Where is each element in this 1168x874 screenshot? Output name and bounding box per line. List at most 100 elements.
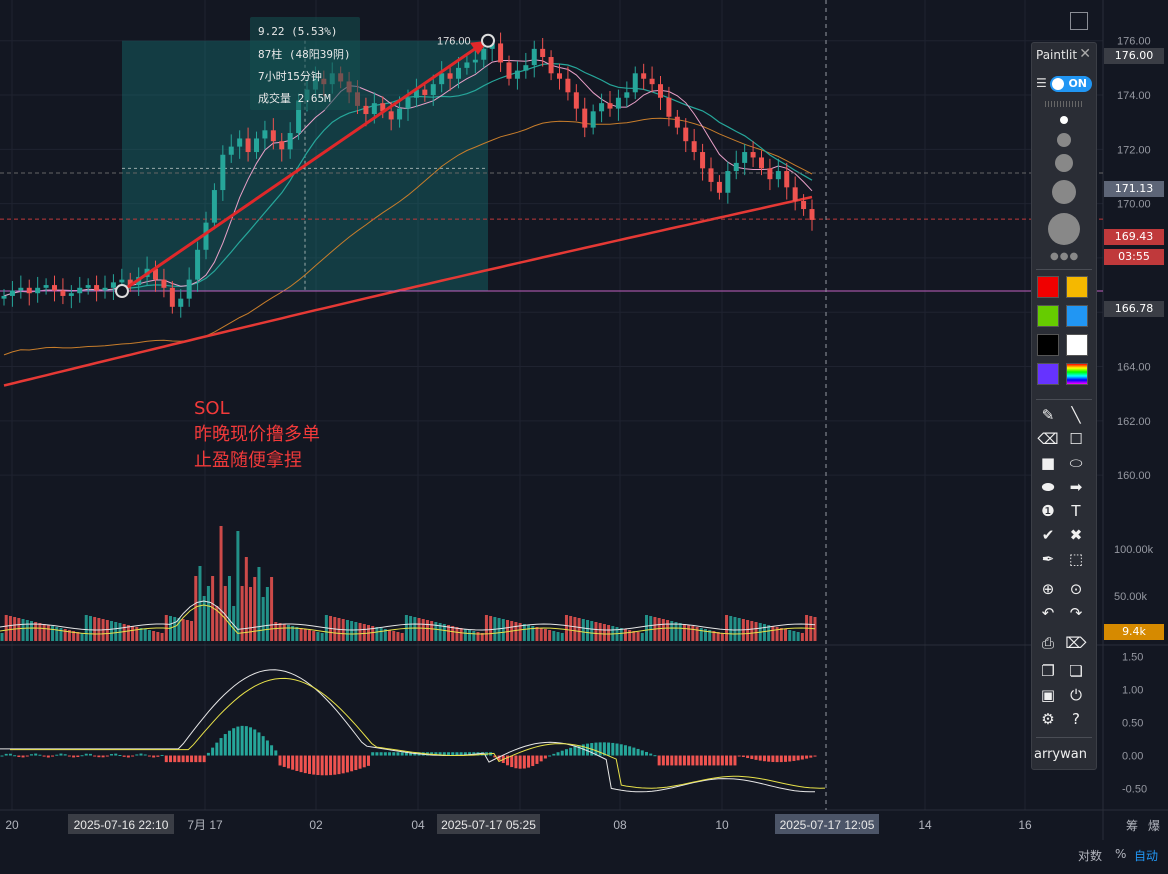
rectangle-outline-icon[interactable]: ☐: [1069, 430, 1083, 448]
brush-size-3-icon[interactable]: [1055, 154, 1073, 172]
volume-bar: [63, 629, 67, 641]
clear-icon[interactable]: ⌦: [1065, 634, 1087, 652]
volume-bar: [712, 631, 716, 641]
brush-size-1-icon[interactable]: [1060, 116, 1068, 124]
macd-bar: [691, 755, 695, 766]
save-icon[interactable]: ▣: [1040, 686, 1056, 704]
color-swatch-5[interactable]: [1066, 334, 1088, 356]
candle-body: [573, 92, 579, 109]
macd-bar: [55, 754, 59, 756]
ellipse-fill-icon[interactable]: ⬬: [1041, 478, 1055, 496]
cross-icon[interactable]: ✖: [1069, 526, 1083, 544]
macd-bar: [729, 755, 733, 766]
candle-body: [784, 171, 790, 188]
candle-body: [413, 89, 419, 98]
macd-bar: [4, 753, 8, 756]
selection-icon[interactable]: ⬚: [1068, 550, 1084, 568]
more-sizes-icon[interactable]: ●●●: [1050, 251, 1080, 262]
candle-body: [102, 287, 108, 291]
macd-bar: [636, 748, 640, 756]
volume-bar: [792, 631, 796, 641]
macd-bar: [219, 738, 223, 756]
macd-bar: [708, 755, 712, 766]
eraser-icon[interactable]: ⌫: [1037, 430, 1059, 448]
help-icon[interactable]: ?: [1072, 710, 1080, 728]
color-swatch-7[interactable]: [1066, 363, 1088, 385]
candle-body: [447, 73, 453, 79]
fullscreen-icon[interactable]: [1070, 12, 1088, 30]
measure-bars: 87柱 (48阳39阴): [258, 48, 351, 61]
zoom-in-icon[interactable]: ⊕: [1041, 580, 1055, 598]
color-swatch-3[interactable]: [1066, 305, 1088, 327]
candle-body: [363, 105, 369, 115]
macd-bar: [712, 755, 716, 766]
time-tick-label: 16: [1018, 818, 1032, 832]
volume-bar: [695, 627, 699, 641]
ellipse-outline-icon[interactable]: ⬭: [1069, 454, 1083, 472]
color-swatch-6[interactable]: [1037, 363, 1059, 385]
volume-bar: [632, 631, 636, 641]
volume-bar: [455, 627, 459, 641]
paintlit-panel[interactable]: Paintlit ✕ ☰ ON ●●● ✎ ╲ ⌫ ☐ ■ ⬭ ⬬ ➡ ❶ T ✔ ✖ ✒ ⬚ ⊕ ⊙ ↶ ↷ ⎙ ⌦…: [1031, 42, 1097, 770]
volume-bar: [666, 620, 670, 641]
log-scale-button[interactable]: 对数: [1078, 849, 1103, 863]
settings-icon[interactable]: ⚙: [1041, 710, 1055, 728]
auto-scale-button[interactable]: 自动: [1134, 849, 1159, 863]
volume-bar: [59, 628, 63, 641]
volume-bar: [716, 632, 720, 641]
macd-bar: [59, 753, 63, 756]
pencil-icon[interactable]: ✎: [1041, 406, 1055, 424]
menu-icon[interactable]: ☰: [1036, 76, 1047, 90]
brush-size-slider[interactable]: [1045, 101, 1083, 107]
color-swatch-0[interactable]: [1037, 276, 1059, 298]
candle-body: [565, 78, 571, 93]
color-swatch-2[interactable]: [1037, 305, 1059, 327]
line-icon[interactable]: ╲: [1071, 406, 1081, 424]
undo-icon[interactable]: ↶: [1041, 604, 1055, 622]
text-icon[interactable]: T: [1071, 502, 1081, 520]
candle-body: [52, 285, 57, 291]
volume-bar: [114, 622, 118, 641]
macd-bar: [358, 755, 362, 769]
volume-bar: [362, 624, 366, 641]
time-highlight-label: 2025-07-17 05:25: [441, 818, 536, 832]
brush-size-4-icon[interactable]: [1052, 180, 1076, 204]
countdown-badge: 03:55: [1104, 249, 1164, 265]
check-icon[interactable]: ✔: [1041, 526, 1055, 544]
macd-bar: [206, 752, 210, 756]
percent-scale-button[interactable]: %: [1115, 847, 1127, 861]
power-icon[interactable]: ⏻: [1070, 686, 1082, 704]
color-swatch-4[interactable]: [1037, 334, 1059, 356]
close-icon[interactable]: ✕: [1079, 46, 1091, 62]
volume-bar: [623, 629, 627, 641]
duplicate-icon[interactable]: ❏: [1069, 662, 1083, 680]
volume-bar: [388, 630, 392, 641]
brush-size-2-icon[interactable]: [1057, 133, 1071, 147]
candle-body: [658, 84, 663, 98]
eyedropper-icon[interactable]: ✒: [1041, 550, 1055, 568]
color-swatch-1[interactable]: [1066, 276, 1088, 298]
badge-icon[interactable]: ❶: [1041, 502, 1055, 520]
copy-icon[interactable]: ❐: [1041, 662, 1055, 680]
volume-bar: [459, 628, 463, 641]
macd-bar: [505, 755, 509, 766]
candle-body: [548, 57, 554, 74]
redo-icon[interactable]: ↷: [1069, 604, 1083, 622]
brush-size-5-icon[interactable]: [1048, 213, 1080, 245]
paintlit-toggle[interactable]: ON: [1050, 76, 1092, 92]
macd-bar: [46, 755, 50, 758]
macd-bar: [160, 754, 164, 756]
print-icon[interactable]: ⎙: [1041, 634, 1054, 652]
rectangle-fill-icon[interactable]: ■: [1040, 454, 1056, 472]
volume-bar: [244, 557, 248, 641]
macd-bar: [198, 755, 202, 763]
macd-bar: [29, 754, 33, 756]
volume-bar: [76, 632, 80, 641]
price-tick-label: 176.00: [1117, 36, 1151, 48]
candle-body: [506, 62, 512, 79]
zoom-icon[interactable]: ⊙: [1069, 580, 1083, 598]
macd-bar: [383, 752, 387, 756]
macd-bar: [114, 753, 118, 756]
arrow-icon[interactable]: ➡: [1069, 478, 1083, 496]
